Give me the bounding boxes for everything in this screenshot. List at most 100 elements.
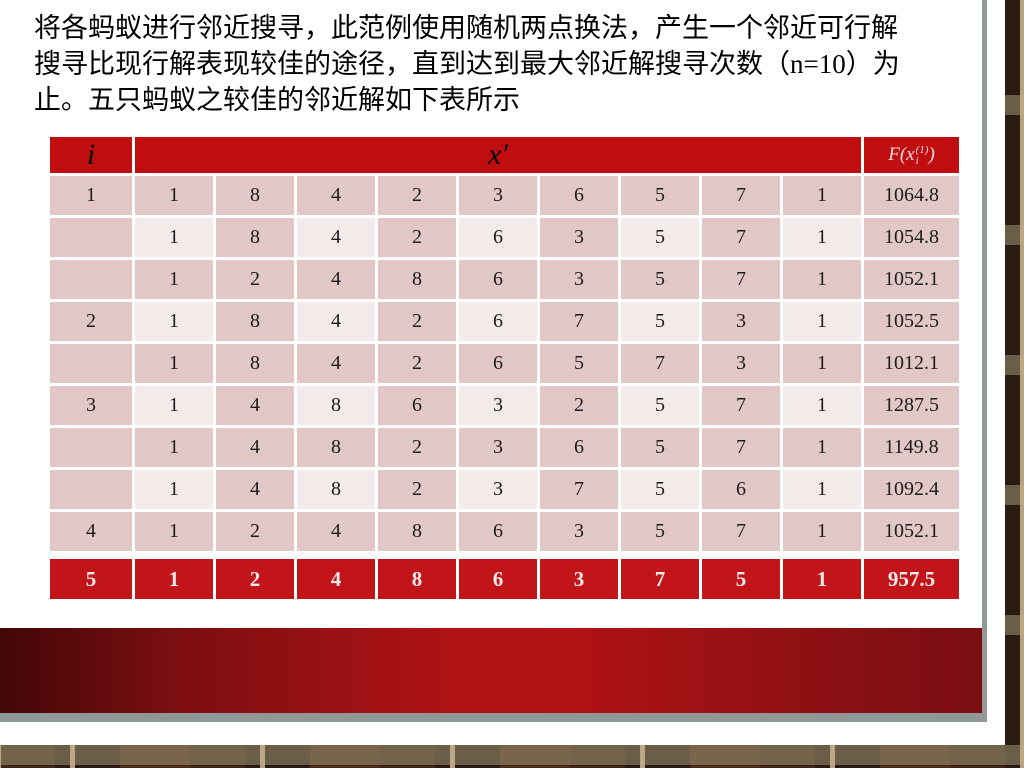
cell-solution-value: 3 (540, 512, 618, 551)
cell-solution-value: 8 (216, 302, 294, 341)
cell-solution-value: 7 (702, 176, 780, 215)
cell-solution-value: 1 (135, 428, 213, 467)
cell-solution-value: 1 (135, 218, 213, 257)
cell-solution-value: 7 (540, 302, 618, 341)
cell-solution-value: 2 (378, 344, 456, 383)
cell-ant-index (50, 470, 132, 509)
f-open: F( (888, 144, 907, 165)
cell-solution-value: 5 (621, 470, 699, 509)
header-objective-function: F(x (1) i) (864, 137, 959, 173)
intro-line: 搜寻比现行解表现较佳的途径，直到达到最大邻近解搜寻次数（n=10）为 (34, 49, 900, 79)
cell-solution-value: 7 (702, 386, 780, 425)
f-superscript: (1) (915, 144, 929, 156)
cell-solution-value: 1 (135, 512, 213, 551)
cell-solution-value: 7 (621, 344, 699, 383)
cell-solution-value: 5 (621, 302, 699, 341)
cell-solution-value: 1 (783, 512, 861, 551)
cell-solution-value: 7 (540, 470, 618, 509)
cell-solution-value: 4 (297, 559, 375, 599)
cell-solution-value: 4 (216, 428, 294, 467)
slide: 将各蚂蚁进行邻近搜寻，此范例使用随机两点换法，产生一个邻近可行解 搜寻比现行解表… (0, 0, 987, 722)
cell-solution-value: 5 (621, 428, 699, 467)
cell-solution-value: 1 (135, 260, 213, 299)
cell-solution-value: 5 (621, 512, 699, 551)
cell-solution-value: 1 (783, 428, 861, 467)
cell-solution-value: 1 (135, 302, 213, 341)
cell-solution-value: 4 (216, 470, 294, 509)
cell-solution-value: 5 (621, 218, 699, 257)
cell-objective-value: 1287.5 (864, 386, 959, 425)
header-x-prime: x′ (135, 137, 861, 173)
cell-solution-value: 3 (459, 428, 537, 467)
cell-solution-value: 6 (459, 344, 537, 383)
cell-solution-value: 3 (540, 559, 618, 599)
cell-solution-value: 3 (540, 218, 618, 257)
cell-ant-index (50, 260, 132, 299)
cell-solution-value: 6 (540, 428, 618, 467)
cell-solution-value: 8 (378, 559, 456, 599)
cell-solution-value: 8 (297, 428, 375, 467)
cell-ant-index: 4 (50, 512, 132, 551)
cell-solution-value: 4 (297, 512, 375, 551)
cell-ant-index (50, 218, 132, 257)
cell-solution-value: 6 (459, 218, 537, 257)
cell-ant-index: 1 (50, 176, 132, 215)
cell-ant-index: 2 (50, 302, 132, 341)
cell-objective-value: 1092.4 (864, 470, 959, 509)
cell-solution-value: 6 (459, 302, 537, 341)
cell-solution-value: 4 (297, 344, 375, 383)
cell-solution-value: 1 (135, 344, 213, 383)
cell-solution-value: 2 (216, 260, 294, 299)
cell-solution-value: 5 (702, 559, 780, 599)
cell-ant-index (50, 428, 132, 467)
f-subscript: i (915, 155, 919, 167)
cell-objective-value: 1054.8 (864, 218, 959, 257)
cell-solution-value: 2 (378, 470, 456, 509)
cell-solution-value: 4 (297, 302, 375, 341)
cell-solution-value: 1 (135, 176, 213, 215)
cell-solution-value: 1 (135, 386, 213, 425)
cell-solution-value: 2 (216, 559, 294, 599)
cell-solution-value: 4 (297, 260, 375, 299)
cell-solution-value: 5 (621, 386, 699, 425)
cell-solution-value: 6 (702, 470, 780, 509)
cell-solution-value: 6 (459, 512, 537, 551)
intro-line: 止。五只蚂蚁之较佳的邻近解如下表所示 (34, 85, 520, 115)
cell-solution-value: 4 (297, 218, 375, 257)
bottom-red-ribbon (0, 628, 982, 713)
f-script-stack: (1) i (916, 145, 929, 167)
cell-solution-value: 3 (540, 260, 618, 299)
cell-solution-value: 7 (702, 260, 780, 299)
cell-solution-value: 6 (540, 176, 618, 215)
cell-solution-value: 3 (459, 470, 537, 509)
cell-solution-value: 2 (540, 386, 618, 425)
cell-solution-value: 1 (783, 470, 861, 509)
cell-solution-value: 5 (621, 176, 699, 215)
cell-solution-value: 2 (378, 302, 456, 341)
f-close: ) (928, 144, 935, 165)
solution-table: i x′ F(x (1) i) 1 1 8 4 2 3 6 5 7 1 1064.8 1 8 4 2 6 3 5 7 1 1… (50, 137, 959, 599)
header-i: i (50, 137, 132, 173)
cell-objective-value: 1052.5 (864, 302, 959, 341)
cell-solution-value: 3 (702, 344, 780, 383)
cell-objective-value: 957.5 (864, 559, 959, 599)
cell-solution-value: 8 (378, 260, 456, 299)
cell-solution-value: 1 (135, 470, 213, 509)
cell-solution-value: 8 (216, 218, 294, 257)
cell-solution-value: 6 (459, 260, 537, 299)
cell-solution-value: 1 (783, 218, 861, 257)
cell-solution-value: 5 (621, 260, 699, 299)
cell-solution-value: 3 (459, 176, 537, 215)
cell-solution-value: 7 (621, 559, 699, 599)
cell-objective-value: 1052.1 (864, 260, 959, 299)
cell-solution-value: 5 (540, 344, 618, 383)
cell-solution-value: 7 (702, 428, 780, 467)
cell-solution-value: 2 (378, 218, 456, 257)
cell-ant-index (50, 344, 132, 383)
cell-solution-value: 3 (459, 386, 537, 425)
cell-objective-value: 1012.1 (864, 344, 959, 383)
cell-objective-value: 1052.1 (864, 512, 959, 551)
cell-solution-value: 1 (135, 559, 213, 599)
intro-line: 将各蚂蚁进行邻近搜寻，此范例使用随机两点换法，产生一个邻近可行解 (34, 13, 898, 43)
cell-solution-value: 7 (702, 218, 780, 257)
